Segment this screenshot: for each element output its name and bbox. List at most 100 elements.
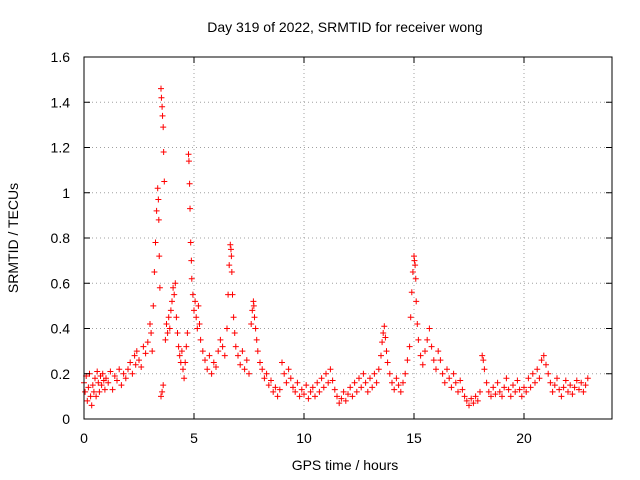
data-point [446,375,453,382]
data-point [270,388,277,395]
data-point [166,325,173,332]
data-point [481,366,488,373]
y-tick-label: 1.2 [51,140,71,156]
data-point [171,291,178,298]
y-tick-label: 0.4 [51,321,71,337]
data-point [160,149,167,156]
data-point [250,302,257,309]
data-point [183,343,190,350]
data-point [101,386,108,393]
data-point [303,382,310,389]
y-tick-label: 0.6 [51,275,71,291]
data-point [353,388,360,395]
data-point [192,298,199,305]
data-point [422,348,428,355]
data-point [164,330,171,337]
data-point [98,382,105,389]
data-point [230,314,237,321]
data-point [232,343,239,350]
data-point [338,395,345,402]
data-point [415,336,422,343]
data-point [316,388,323,395]
data-point [127,359,134,366]
data-point [558,393,565,400]
data-point [379,339,386,346]
x-tick-labels: 0 5 10 15 20 [80,430,532,446]
data-point [85,384,92,391]
data-point [285,366,292,373]
data-point [159,112,166,119]
data-points [81,85,591,409]
data-point [125,366,131,373]
data-point [224,325,230,332]
data-point [329,377,336,384]
data-point [231,330,238,337]
axis-ticks [83,56,612,420]
data-point [169,298,175,305]
x-axis-label: GPS time / hours [292,457,399,473]
data-point [147,320,153,327]
data-point [480,357,487,364]
data-point [483,379,490,386]
data-point [512,388,519,395]
data-point [189,291,196,298]
data-point [340,388,347,395]
data-point [547,379,554,386]
data-point [159,103,166,110]
data-point [360,370,367,377]
data-point [391,386,398,393]
data-point [494,379,501,386]
data-point [499,393,505,400]
data-point [383,348,390,355]
data-point [204,366,211,373]
data-point [120,370,127,377]
data-point [514,377,521,384]
data-point [523,388,530,395]
data-point [150,302,157,309]
y-tick-labels: 0 0.2 0.4 0.6 0.8 1 1.2 1.4 1.6 [51,49,71,427]
data-point [457,377,464,384]
data-point [534,366,541,373]
data-point [158,94,165,101]
data-point [228,268,235,275]
data-point [538,357,545,364]
data-point [151,268,158,275]
data-point [477,388,483,395]
data-point [160,124,167,131]
data-point [402,370,409,377]
data-point [488,393,494,400]
data-point [567,382,574,389]
data-point [178,348,185,355]
data-point [283,379,290,386]
data-point [479,352,486,359]
data-point [375,366,382,373]
data-point [144,339,151,346]
data-point [430,357,437,364]
data-point [426,325,433,332]
data-point [253,336,260,343]
data-point [268,377,274,384]
data-point [174,330,181,337]
data-point [417,352,424,359]
data-point [496,388,503,395]
data-point [501,384,508,391]
data-point [320,384,327,391]
y-tick-label: 1.4 [51,94,71,110]
data-point [540,352,547,359]
data-point [202,357,208,364]
data-point [156,253,163,260]
data-point [196,320,203,327]
y-axis-label: SRMTID / TECUs [5,183,21,293]
data-point [287,375,294,382]
data-point [185,151,192,158]
data-point [153,207,160,214]
data-point [161,178,168,185]
data-point [395,382,402,389]
data-point [181,375,188,382]
data-point [334,393,340,400]
data-point [474,397,481,404]
data-point [518,393,525,400]
data-point [545,370,552,377]
data-point [129,370,136,377]
